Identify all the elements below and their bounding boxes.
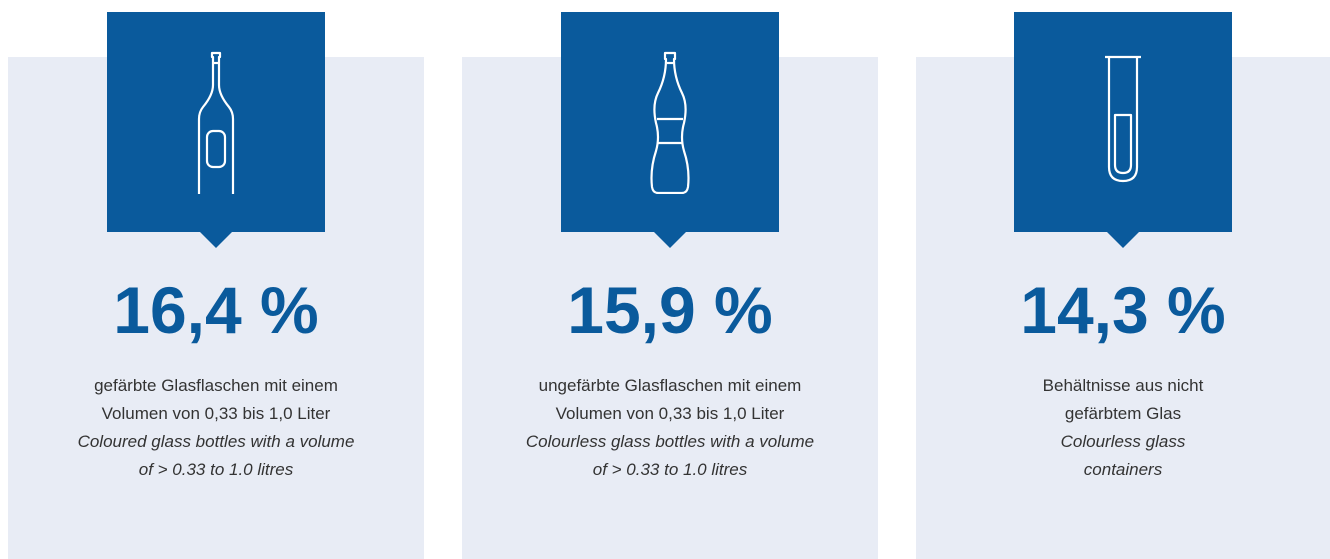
icon-graphic (1105, 55, 1141, 183)
icon (646, 44, 694, 199)
icon (1099, 44, 1147, 199)
description-german: Behältnisse aus nicht (1042, 376, 1204, 395)
percentage: 14,3 % (1020, 273, 1226, 347)
description-english: Colourless glass (1060, 432, 1186, 451)
description: Behältnisse aus nicht gefärbtem Glas Colou… (916, 372, 1330, 484)
badge-pointer (199, 231, 233, 248)
description-german: gefärbtem Glas (1064, 404, 1182, 423)
icon (192, 44, 240, 209)
description-english: Coloured glass bottles with a volume (77, 432, 355, 451)
description-german: gefärbte Glasflaschen mit einem (94, 376, 338, 395)
icon-badge (561, 12, 779, 232)
description-german: ungefärbte Glasflaschen mit einem (538, 376, 802, 395)
description-english: Colourless glass bottles with a volume (525, 432, 815, 451)
description-german: Volumen von 0,33 bis 1,0 Liter (555, 404, 785, 423)
description: ungefärbte Glasflaschen mit einem Volumen… (462, 372, 878, 484)
percentage: 15,9 % (567, 273, 773, 347)
description: gefärbte Glasflaschen mit einem Volumen v… (8, 372, 424, 484)
description-english: of > 0.33 to 1.0 litres (592, 460, 748, 479)
icon-graphic (197, 51, 235, 209)
icon-badge (107, 12, 325, 232)
icon-graphic (650, 51, 690, 195)
description-english: containers (1083, 460, 1163, 479)
description-english: of > 0.33 to 1.0 litres (138, 460, 294, 479)
percentage: 16,4 % (113, 273, 319, 347)
badge-pointer (653, 231, 687, 248)
description-german: Volumen von 0,33 bis 1,0 Liter (101, 404, 331, 423)
badge-pointer (1106, 231, 1140, 248)
icon-badge (1014, 12, 1232, 232)
